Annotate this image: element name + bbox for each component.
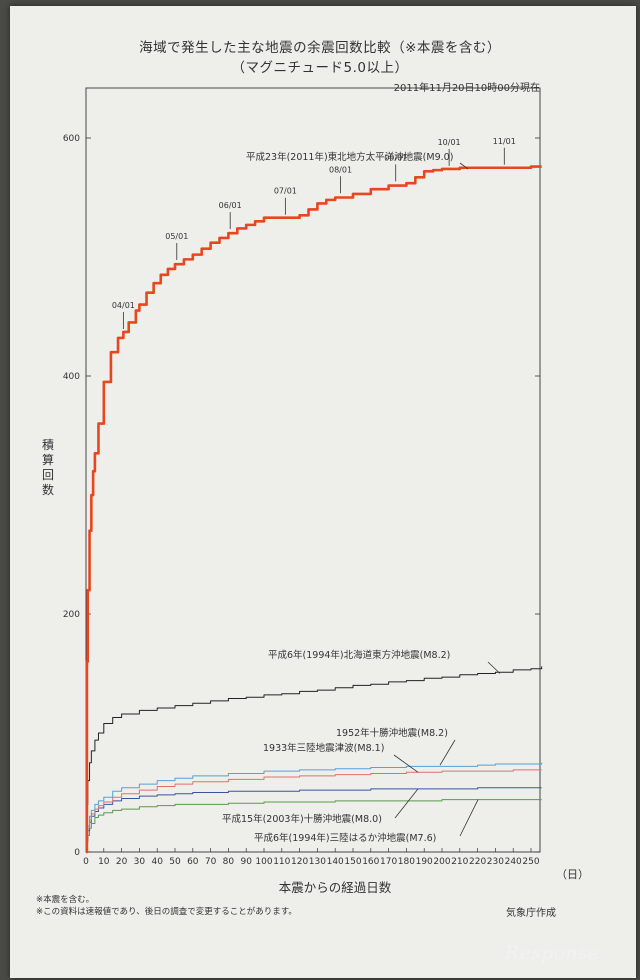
x-tick-label-100: 100 [255, 857, 272, 867]
label-series-sanriku-haruka-1994: 平成6年(1994年)三陸はるか沖地震(M7.6) [254, 832, 436, 844]
x-tick-label-130: 130 [309, 857, 326, 867]
y-tick-label-600: 600 [63, 134, 80, 144]
x-tick-label-180: 180 [398, 857, 415, 867]
x-tick-label-140: 140 [327, 857, 344, 867]
leader-series-tokachi-2003 [394, 788, 419, 819]
x-tick-label-10: 10 [98, 857, 110, 867]
label-series-tokachi-2003: 平成15年(2003年)十勝沖地震(M8.0) [222, 813, 382, 825]
x-tick-label-210: 210 [451, 857, 468, 867]
x-axis-label: 本震からの経過日数 [278, 880, 392, 895]
x-tick-label-60: 60 [187, 857, 199, 867]
x-tick-label-110: 110 [273, 857, 290, 867]
x-tick-label-30: 30 [134, 857, 146, 867]
month-label-11-01: 11/01 [493, 137, 516, 146]
x-tick-label-150: 150 [344, 857, 361, 867]
x-tick-label-250: 250 [522, 857, 539, 867]
y-tick-label-400: 400 [63, 372, 80, 382]
series-hokkaido-toho-1994 [86, 666, 543, 853]
y-tick-label-0: 0 [74, 848, 80, 858]
month-label-08-01: 08/01 [329, 165, 352, 174]
leader-series-tohoku-2011 [459, 162, 469, 170]
label-series-tohoku-2011: 平成23年(2011年)東北地方太平洋沖地震(M9.0) [246, 151, 453, 163]
response-watermark-logo: Response. [505, 942, 606, 964]
label-series-tokachi-1952: 1952年十勝沖地震(M8.2) [336, 727, 448, 739]
x-tick-label-200: 200 [433, 857, 450, 867]
x-tick-label-160: 160 [362, 857, 379, 867]
chart-subtitle: （マグニチュード5.0以上） [231, 60, 409, 76]
x-axis-unit: （日） [556, 868, 589, 881]
series-tohoku-2011 [85, 165, 542, 854]
x-tick-label-20: 20 [116, 857, 128, 867]
x-tick-label-50: 50 [169, 857, 181, 867]
leader-series-sanriku-haruka-1994 [459, 799, 479, 837]
plot-frame [85, 87, 541, 853]
x-tick-label-170: 170 [380, 857, 397, 867]
x-tick-label-0: 0 [83, 857, 89, 867]
leader-series-hokkaido-toho-1994 [487, 661, 501, 674]
note-mainshock-included: ※本震を含む。 [36, 895, 95, 905]
x-tick-label-230: 230 [487, 857, 504, 867]
month-label-04-01: 04/01 [112, 301, 135, 310]
x-tick-label-220: 220 [469, 857, 486, 867]
x-tick-label-70: 70 [205, 857, 217, 867]
credit-jma: 気象庁作成 [506, 908, 556, 919]
x-tick-label-80: 80 [223, 857, 235, 867]
note-preliminary: ※この資料は速報値であり、後日の調査で変更することがあります。 [36, 907, 297, 917]
x-tick-label-190: 190 [416, 857, 433, 867]
month-label-07-01: 07/01 [274, 187, 297, 196]
as-of-date: 2011年11月20日10時00分現在 [393, 83, 540, 94]
x-tick-label-40: 40 [151, 857, 163, 867]
x-tick-label-120: 120 [291, 857, 308, 867]
y-tick-label-200: 200 [63, 610, 80, 620]
series-tokachi-1952 [86, 762, 543, 853]
series-sanriku-haruka-1994 [86, 799, 542, 853]
x-tick-label-90: 90 [240, 857, 252, 867]
chart-title: 海域で発生した主な地震の余震回数比較（※本震を含む） [139, 40, 501, 56]
series-tokachi-2003 [86, 787, 542, 853]
month-label-06-01: 06/01 [219, 201, 242, 210]
leader-series-sanriku-1933 [393, 754, 419, 773]
series-sanriku-1933 [86, 769, 542, 853]
month-label-10-01: 10/01 [438, 138, 461, 147]
label-series-sanriku-1933: 1933年三陸地震津波(M8.1) [263, 742, 384, 754]
x-tick-label-240: 240 [505, 857, 522, 867]
month-label-09-01: 09/01 [384, 153, 407, 162]
month-label-05-01: 05/01 [165, 232, 188, 241]
y-axis-label: 積算回数 [41, 438, 54, 497]
label-series-hokkaido-toho-1994: 平成6年(1994年)北海道東方沖地震(M8.2) [268, 649, 450, 661]
leader-series-tokachi-1952 [439, 739, 456, 766]
